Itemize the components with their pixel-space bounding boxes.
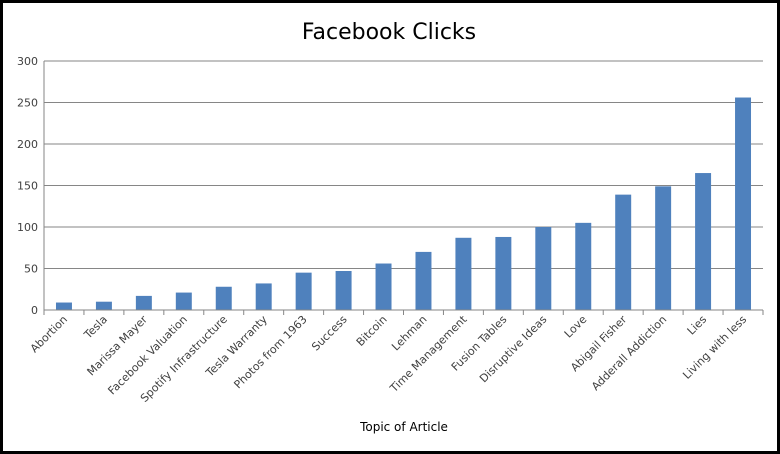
gridlines — [44, 60, 763, 311]
chart-title: Facebook Clicks — [302, 20, 476, 45]
bar-chart: Facebook Clicks 0 50 100 150 200 250 300 Abort… — [17, 20, 764, 434]
x-tick-label: Love — [562, 313, 590, 341]
bar — [175, 292, 192, 310]
y-tick-label: 150 — [17, 180, 38, 193]
bar — [535, 227, 552, 310]
bar — [255, 283, 272, 310]
x-tick-label: Success — [309, 313, 350, 354]
bar — [55, 302, 72, 310]
bar — [415, 251, 432, 310]
y-tick-label: 0 — [31, 304, 38, 317]
x-tick-label: Adderall Addiction — [589, 313, 669, 393]
y-tick-label: 250 — [17, 97, 38, 110]
bar — [455, 237, 472, 310]
x-tick-label: Disruptive Ideas — [477, 313, 550, 386]
x-axis-label: Topic of Article — [359, 420, 448, 434]
y-tick-label: 200 — [17, 138, 38, 151]
x-tick-label: Abortion — [28, 313, 70, 355]
y-axis: 0 50 100 150 200 250 300 — [17, 55, 45, 317]
bar — [135, 295, 152, 310]
bars — [55, 97, 752, 311]
x-tick-label: Bitcoin — [354, 313, 390, 349]
bar — [655, 186, 672, 310]
bar — [335, 270, 352, 310]
bar — [735, 97, 752, 311]
bar — [375, 263, 392, 310]
x-tick-label: Lehman — [389, 313, 429, 353]
bar — [295, 272, 312, 310]
bar — [215, 286, 232, 310]
x-tick-label: Lies — [685, 313, 710, 338]
bar — [495, 236, 512, 310]
bar — [615, 194, 632, 310]
y-tick-label: 100 — [17, 221, 38, 234]
x-tick-label: Time Management — [387, 312, 470, 395]
y-tick-label: 50 — [24, 263, 38, 276]
bar — [95, 301, 112, 310]
x-tick-label: Tesla — [81, 313, 110, 342]
bar — [575, 222, 592, 310]
y-tick-label: 300 — [17, 55, 38, 68]
x-tick-label: Photos from 1963 — [231, 313, 309, 391]
bar — [695, 173, 712, 310]
